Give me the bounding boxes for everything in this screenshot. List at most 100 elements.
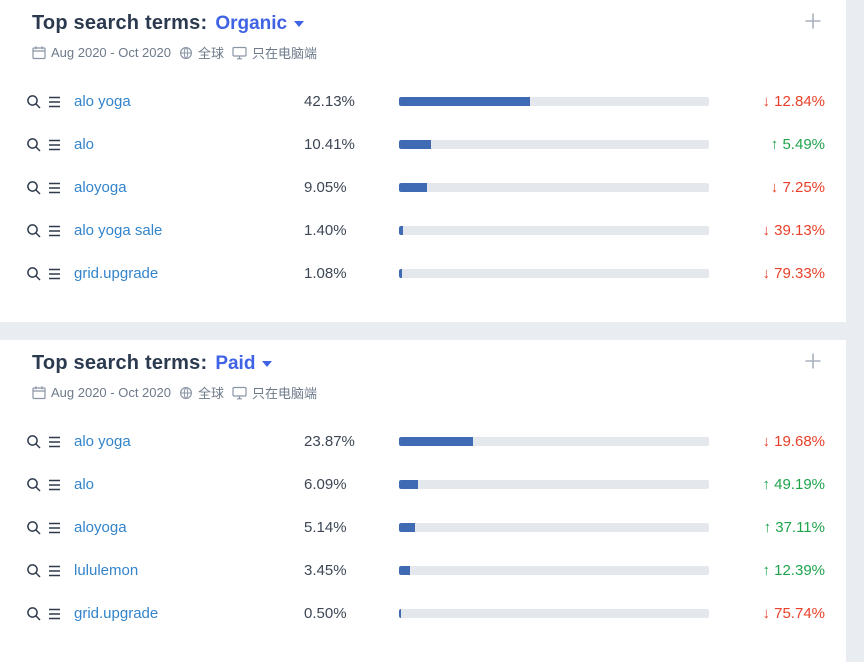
globe-icon — [179, 46, 193, 60]
traffic-share-bar — [399, 523, 709, 532]
traffic-share-value: 10.41% — [304, 136, 355, 153]
change-percent: ↓ 79.33% — [762, 265, 825, 282]
search-term-row: lululemon 3.45% ↑ 12.39% — [0, 549, 846, 592]
term-actions[interactable] — [26, 94, 74, 110]
filters-summary: Aug 2020 - Oct 2020 全球 只在电脑端 — [32, 43, 826, 62]
search-term-link[interactable]: grid.upgrade — [74, 605, 159, 622]
search-term-link[interactable]: alo — [74, 476, 95, 493]
search-term-link[interactable]: alo yoga — [74, 433, 131, 450]
add-to-dashboard-button[interactable] — [800, 348, 826, 374]
search-term-link[interactable]: lululemon — [74, 562, 139, 579]
traffic-share-value: 1.40% — [304, 222, 347, 239]
search-terms-list: alo yoga 23.87% ↓ 19.68% alo 6.09% ↑ 49.… — [0, 420, 846, 635]
term-actions[interactable] — [26, 520, 74, 536]
search-icon — [27, 266, 41, 281]
traffic-share-bar-fill — [399, 523, 415, 532]
traffic-share-value: 42.13% — [304, 93, 355, 110]
term-actions[interactable] — [26, 137, 74, 153]
card-header: Top search terms: Organic Aug 2020 - Oct… — [0, 0, 846, 62]
globe-icon — [179, 386, 193, 400]
list-icon — [49, 96, 60, 107]
card-title: Top search terms: — [32, 352, 208, 374]
date-range-label: Aug 2020 - Oct 2020 — [51, 385, 171, 400]
term-actions[interactable] — [26, 434, 74, 450]
search-term-row: alo 6.09% ↑ 49.19% — [0, 463, 846, 506]
traffic-share-bar — [399, 140, 709, 149]
search-term-link[interactable]: grid.upgrade — [74, 265, 159, 282]
traffic-share-bar — [399, 566, 709, 575]
search-term-row: grid.upgrade 0.50% ↓ 75.74% — [0, 592, 846, 635]
term-actions[interactable] — [26, 563, 74, 579]
change-percent: ↑ 12.39% — [762, 562, 825, 579]
list-icon — [49, 182, 60, 193]
traffic-share-value: 6.09% — [304, 476, 347, 493]
list-icon — [49, 225, 60, 236]
change-percent: ↑ 37.11% — [763, 519, 825, 536]
channel-dropdown[interactable]: Organic — [215, 13, 305, 35]
top-search-terms-paid-card: Top search terms: Paid Aug 2020 - Oct 20… — [0, 340, 846, 662]
device-label: 只在电脑端 — [252, 46, 318, 61]
list-icon — [49, 522, 60, 533]
traffic-share-bar — [399, 609, 709, 618]
plus-icon — [805, 13, 821, 29]
traffic-share-value: 1.08% — [304, 265, 347, 282]
top-search-terms-organic-card: Top search terms: Organic Aug 2020 - Oct… — [0, 0, 846, 322]
traffic-share-bar — [399, 437, 709, 446]
term-actions[interactable] — [26, 223, 74, 239]
search-term-link[interactable]: aloyoga — [74, 519, 127, 536]
region-label: 全球 — [197, 386, 224, 401]
term-actions[interactable] — [26, 180, 74, 196]
search-term-link[interactable]: alo yoga — [74, 93, 131, 110]
traffic-share-bar-fill — [399, 226, 404, 235]
traffic-share-bar-fill — [399, 566, 410, 575]
change-percent: ↓ 75.74% — [762, 605, 825, 622]
channel-dropdown-value: Paid — [215, 353, 256, 374]
search-term-row: aloyoga 5.14% ↑ 37.11% — [0, 506, 846, 549]
chevron-down-icon — [294, 21, 305, 27]
search-term-row: aloyoga 9.05% ↓ 7.25% — [0, 166, 846, 209]
traffic-share-bar — [399, 269, 709, 278]
search-icon — [27, 434, 41, 449]
traffic-share-bar-fill — [399, 437, 473, 446]
term-actions[interactable] — [26, 266, 74, 282]
channel-dropdown[interactable]: Paid — [215, 353, 273, 375]
traffic-share-value: 3.45% — [304, 562, 347, 579]
search-icon — [27, 606, 41, 621]
list-icon — [49, 565, 60, 576]
search-term-link[interactable]: alo — [74, 136, 95, 153]
search-icon — [27, 137, 41, 152]
desktop-icon — [232, 386, 247, 400]
change-percent: ↑ 49.19% — [762, 476, 825, 493]
list-icon — [49, 608, 60, 619]
term-actions[interactable] — [26, 606, 74, 622]
plus-icon — [805, 353, 821, 369]
card-header: Top search terms: Paid Aug 2020 - Oct 20… — [0, 340, 846, 402]
traffic-share-bar-fill — [399, 609, 401, 618]
filters-summary: Aug 2020 - Oct 2020 全球 只在电脑端 — [32, 383, 826, 402]
search-icon — [27, 94, 41, 109]
device-label: 只在电脑端 — [252, 386, 318, 401]
search-term-link[interactable]: aloyoga — [74, 179, 127, 196]
add-to-dashboard-button[interactable] — [800, 8, 826, 34]
region-label: 全球 — [197, 46, 224, 61]
traffic-share-value: 5.14% — [304, 519, 347, 536]
chevron-down-icon — [262, 361, 273, 367]
card-title: Top search terms: — [32, 12, 208, 34]
change-percent: ↓ 39.13% — [762, 222, 825, 239]
traffic-share-bar-fill — [399, 183, 428, 192]
traffic-share-bar-fill — [399, 480, 418, 489]
search-term-link[interactable]: alo yoga sale — [74, 222, 163, 239]
traffic-share-bar-fill — [399, 97, 530, 106]
change-percent: ↑ 5.49% — [770, 136, 825, 153]
search-icon — [27, 477, 41, 492]
term-actions[interactable] — [26, 477, 74, 493]
traffic-share-value: 9.05% — [304, 179, 347, 196]
channel-dropdown-value: Organic — [215, 13, 288, 34]
traffic-share-bar-fill — [399, 140, 432, 149]
traffic-share-bar-fill — [399, 269, 403, 278]
change-percent: ↓ 19.68% — [762, 433, 825, 450]
change-percent: ↓ 7.25% — [770, 179, 825, 196]
calendar-icon — [32, 385, 46, 400]
list-icon — [49, 479, 60, 490]
traffic-share-bar — [399, 480, 709, 489]
